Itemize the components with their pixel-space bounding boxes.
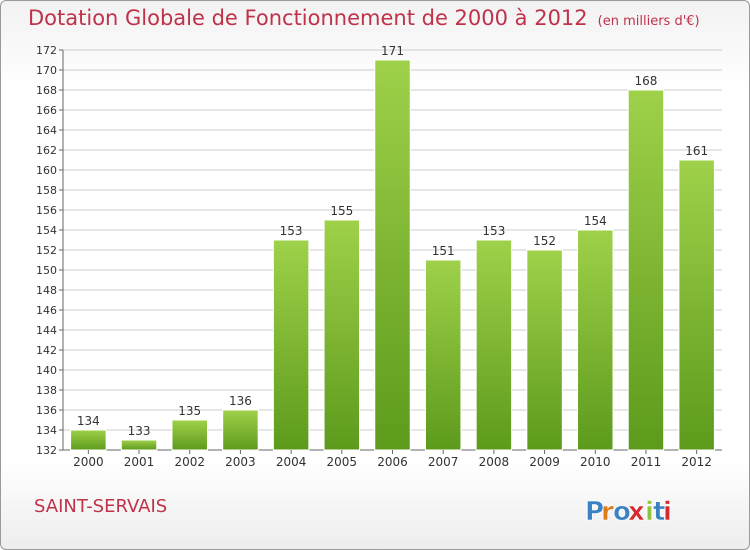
- data-label-2010: 154: [584, 214, 607, 228]
- y-tick-label: 138: [36, 384, 57, 397]
- commune-name: SAINT-SERVAIS: [34, 496, 168, 517]
- x-tick-label-2000: 2000: [73, 455, 104, 469]
- data-label-2004: 153: [280, 224, 303, 238]
- logo-letter: i: [663, 497, 672, 527]
- bar-2002: [171, 419, 208, 451]
- logo-letter: r: [601, 497, 614, 527]
- y-tick-label: 134: [36, 424, 57, 437]
- x-tick-label-2010: 2010: [580, 455, 611, 469]
- chart-units: (en milliers d'€): [597, 14, 700, 29]
- y-tick-label: 148: [36, 284, 57, 297]
- y-tick-label: 150: [36, 264, 57, 277]
- logo-letter: P: [585, 497, 604, 527]
- y-tick-label: 142: [36, 344, 57, 357]
- data-label-2007: 151: [432, 244, 455, 258]
- bar-2007: [424, 259, 462, 451]
- bar-2011: [627, 89, 665, 451]
- x-tick-label-2011: 2011: [631, 455, 662, 469]
- data-label-2002: 135: [178, 404, 201, 418]
- y-tick-label: 144: [36, 324, 57, 337]
- bar-2012: [678, 159, 715, 451]
- proxiti-logo-mark: Pr ox i ti: [585, 497, 673, 528]
- bar-2000: [70, 429, 107, 451]
- data-label-2001: 133: [128, 424, 151, 438]
- y-tick-label: 146: [36, 304, 57, 317]
- chart-title-text: Dotation Globale de Fonctionnement de 20…: [28, 6, 588, 30]
- y-tick-label: 172: [36, 44, 57, 57]
- y-tick-label: 162: [36, 144, 57, 157]
- x-tick-label-2004: 2004: [276, 455, 307, 469]
- x-tick-label-2003: 2003: [225, 455, 256, 469]
- bar-2004: [272, 239, 310, 451]
- y-tick-label: 152: [36, 244, 57, 257]
- y-tick-label: 168: [36, 84, 57, 97]
- logo-letter: x: [628, 497, 645, 527]
- x-tick-label-2002: 2002: [174, 455, 205, 469]
- x-tick-label-2006: 2006: [377, 455, 408, 469]
- logo-letter: o: [613, 497, 631, 527]
- y-tick-label: 132: [36, 444, 57, 457]
- y-tick-label: 154: [36, 224, 57, 237]
- data-label-2009: 152: [533, 234, 556, 248]
- data-label-2012: 161: [685, 144, 708, 158]
- data-label-2000: 134: [77, 414, 100, 428]
- logo-letter: i: [645, 497, 654, 527]
- bar-2006: [374, 59, 411, 451]
- chart-title: Dotation Globale de Fonctionnement de 20…: [28, 6, 700, 30]
- y-tick-label: 166: [36, 104, 57, 117]
- logo-letter: t: [653, 497, 665, 527]
- y-tick-label: 164: [36, 124, 57, 137]
- x-tick-label-2009: 2009: [529, 455, 560, 469]
- bar-2005: [323, 219, 361, 451]
- bar-2009: [526, 249, 563, 451]
- y-tick-label: 136: [36, 404, 57, 417]
- x-tick-label-2001: 2001: [124, 455, 155, 469]
- y-tick-label: 170: [36, 64, 57, 77]
- y-tick-label: 158: [36, 184, 57, 197]
- data-label-2006: 171: [381, 44, 404, 58]
- bar-2003: [222, 409, 259, 451]
- x-tick-label-2005: 2005: [327, 455, 358, 469]
- data-label-2005: 155: [330, 204, 353, 218]
- y-tick-label: 156: [36, 204, 57, 217]
- data-label-2003: 136: [229, 394, 252, 408]
- x-tick-label-2008: 2008: [479, 455, 510, 469]
- data-label-2011: 168: [635, 74, 658, 88]
- bar-2010: [577, 229, 614, 451]
- data-label-2008: 153: [482, 224, 505, 238]
- y-tick-label: 160: [36, 164, 57, 177]
- x-tick-label-2012: 2012: [681, 455, 712, 469]
- bar-2008: [475, 239, 513, 451]
- x-tick-label-2007: 2007: [428, 455, 459, 469]
- bar-2001: [120, 439, 158, 451]
- y-tick-label: 140: [36, 364, 57, 377]
